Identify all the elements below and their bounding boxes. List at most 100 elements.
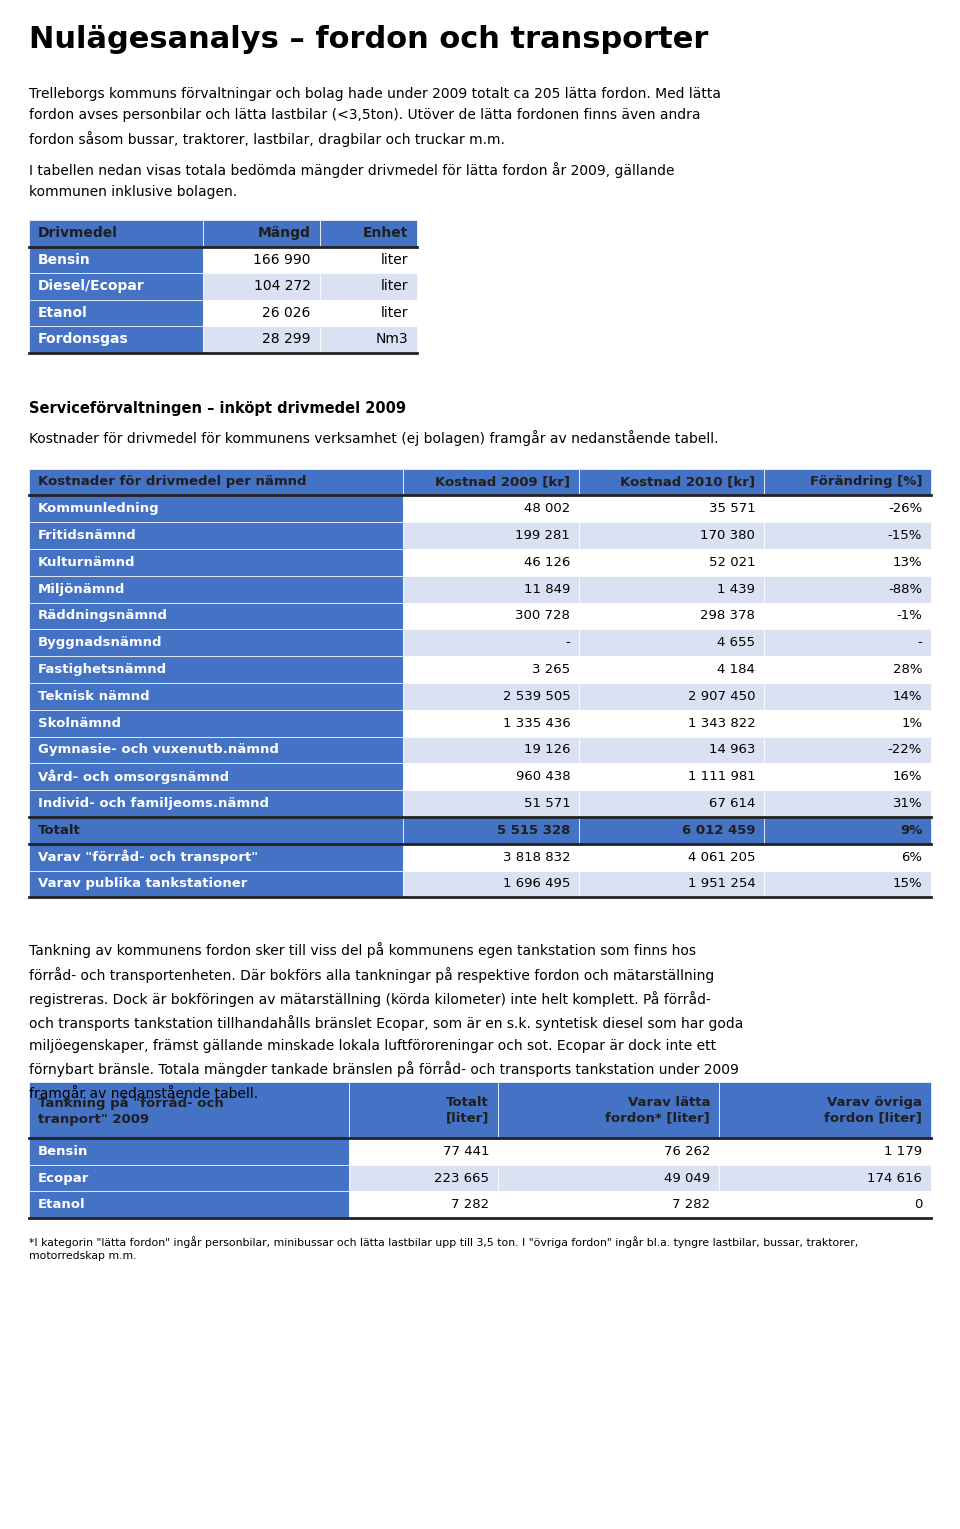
Bar	[349, 1138, 498, 1165]
Text: Fritidsnämnd: Fritidsnämnd	[37, 529, 136, 541]
Bar	[29, 576, 403, 602]
Bar	[349, 1191, 498, 1217]
Text: 48 002: 48 002	[524, 502, 570, 515]
Bar	[764, 790, 931, 816]
Text: Ecopar: Ecopar	[37, 1171, 89, 1185]
Text: -: -	[565, 636, 570, 650]
Bar	[29, 656, 403, 683]
Bar	[29, 602, 403, 630]
Text: 4 184: 4 184	[717, 664, 756, 676]
Bar	[579, 549, 764, 576]
Text: Miljönämnd: Miljönämnd	[37, 583, 125, 596]
Text: Varav "förråd- och transport": Varav "förråd- och transport"	[37, 850, 258, 864]
Bar	[204, 246, 320, 274]
Bar	[579, 602, 764, 630]
Bar	[29, 549, 403, 576]
Text: Totalt
[liter]: Totalt [liter]	[445, 1096, 489, 1125]
Bar	[764, 495, 931, 521]
Text: 1 343 822: 1 343 822	[687, 717, 756, 729]
Bar	[719, 1083, 931, 1138]
Bar	[403, 576, 579, 602]
Bar	[579, 763, 764, 790]
Text: Nulägesanalys – fordon och transporter: Nulägesanalys – fordon och transporter	[29, 24, 708, 54]
Text: Bensin: Bensin	[37, 1145, 88, 1157]
Text: Varav lätta
fordon* [liter]: Varav lätta fordon* [liter]	[606, 1096, 710, 1125]
Bar	[579, 709, 764, 737]
Text: 14 963: 14 963	[708, 743, 756, 757]
Text: Tankning av kommunens fordon sker till viss del på kommunens egen tankstation so: Tankning av kommunens fordon sker till v…	[29, 942, 743, 1101]
Bar	[764, 630, 931, 656]
Bar	[403, 763, 579, 790]
Bar	[498, 1138, 719, 1165]
Bar	[403, 602, 579, 630]
Bar	[764, 602, 931, 630]
Bar	[579, 468, 764, 495]
Text: Förändring [%]: Förändring [%]	[809, 476, 923, 488]
Text: Vård- och omsorgsnämnd: Vård- och omsorgsnämnd	[37, 769, 228, 784]
Text: 1 179: 1 179	[884, 1145, 923, 1157]
Text: -88%: -88%	[888, 583, 923, 596]
Text: 1 335 436: 1 335 436	[502, 717, 570, 729]
Text: 9%: 9%	[900, 824, 923, 836]
Text: 3 265: 3 265	[532, 664, 570, 676]
Bar	[29, 790, 403, 816]
Bar	[29, 630, 403, 656]
Text: Diesel/Ecopar: Diesel/Ecopar	[37, 280, 145, 294]
Text: Varav publika tankstationer: Varav publika tankstationer	[37, 878, 247, 890]
Text: 2 539 505: 2 539 505	[502, 690, 570, 703]
Text: Kulturnämnd: Kulturnämnd	[37, 557, 135, 569]
Text: 26 026: 26 026	[262, 306, 311, 320]
Bar	[320, 220, 417, 246]
Text: Kostnader för drivmedel per nämnd: Kostnader för drivmedel per nämnd	[37, 476, 306, 488]
Bar	[579, 844, 764, 870]
Bar	[579, 656, 764, 683]
Bar	[29, 1083, 349, 1138]
Text: liter: liter	[380, 280, 408, 294]
Bar	[29, 737, 403, 763]
Text: 7 282: 7 282	[672, 1199, 710, 1211]
Bar	[403, 521, 579, 549]
Bar	[764, 576, 931, 602]
Text: 1 951 254: 1 951 254	[687, 878, 756, 890]
Text: 13%: 13%	[893, 557, 923, 569]
Bar	[403, 844, 579, 870]
Bar	[29, 300, 204, 326]
Bar	[403, 816, 579, 844]
Bar	[29, 246, 204, 274]
Text: Skolnämnd: Skolnämnd	[37, 717, 121, 729]
Bar	[719, 1191, 931, 1217]
Bar	[320, 274, 417, 300]
Bar	[579, 870, 764, 898]
Bar	[764, 709, 931, 737]
Text: 76 262: 76 262	[663, 1145, 710, 1157]
Text: Etanol: Etanol	[37, 306, 87, 320]
Text: Kostnad 2009 [kr]: Kostnad 2009 [kr]	[435, 476, 570, 488]
Text: 67 614: 67 614	[708, 797, 756, 810]
Bar	[579, 683, 764, 709]
Text: 7 282: 7 282	[451, 1199, 489, 1211]
Text: 1 111 981: 1 111 981	[687, 771, 756, 783]
Bar	[498, 1191, 719, 1217]
Bar	[29, 1138, 349, 1165]
Text: 3 818 832: 3 818 832	[503, 850, 570, 864]
Bar	[764, 468, 931, 495]
Text: *I kategorin "lätta fordon" ingår personbilar, minibussar och lätta lastbilar up: *I kategorin "lätta fordon" ingår person…	[29, 1235, 858, 1261]
Text: 15%: 15%	[893, 878, 923, 890]
Bar	[403, 630, 579, 656]
Bar	[719, 1165, 931, 1191]
Text: I tabellen nedan visas totala bedömda mängder drivmedel för lätta fordon år 2009: I tabellen nedan visas totala bedömda mä…	[29, 162, 674, 199]
Bar	[579, 576, 764, 602]
Text: 1%: 1%	[901, 717, 923, 729]
Bar	[579, 495, 764, 521]
Bar	[764, 656, 931, 683]
Text: 2 907 450: 2 907 450	[687, 690, 756, 703]
Bar	[29, 1191, 349, 1217]
Bar	[719, 1138, 931, 1165]
Text: Trelleborgs kommuns förvaltningar och bolag hade under 2009 totalt ca 205 lätta : Trelleborgs kommuns förvaltningar och bo…	[29, 87, 721, 147]
Bar	[764, 521, 931, 549]
Text: Tankning på "förråd- och
tranport" 2009: Tankning på "förråd- och tranport" 2009	[37, 1095, 224, 1125]
Text: 170 380: 170 380	[701, 529, 756, 541]
Bar	[764, 763, 931, 790]
Text: 0: 0	[914, 1199, 923, 1211]
Bar	[320, 326, 417, 353]
